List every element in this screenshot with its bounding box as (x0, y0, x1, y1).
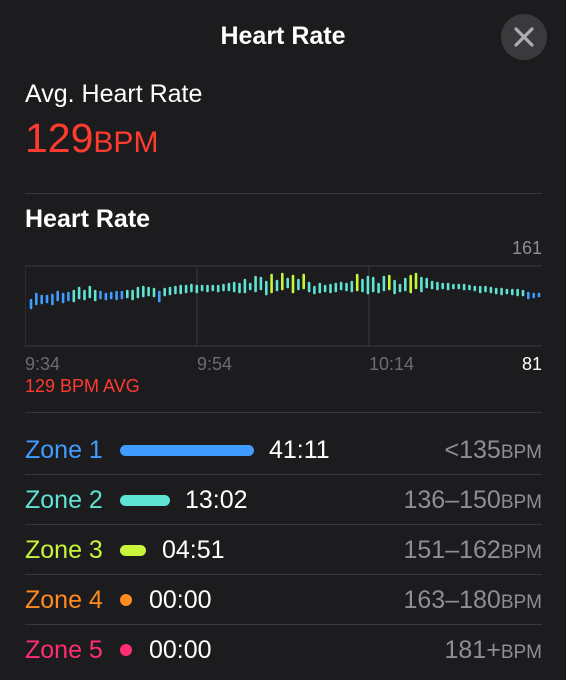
x-tick-2: 10:14 (369, 354, 414, 374)
zone-range-unit: BPM (500, 492, 542, 513)
y-max-label: 161 (512, 238, 542, 258)
row-divider (25, 524, 542, 525)
zone-bar (120, 495, 170, 506)
zone-dot (120, 644, 132, 656)
x-tick-1: 9:54 (197, 354, 232, 374)
zone-time: 41:11 (269, 436, 330, 464)
header: Heart Rate (0, 0, 566, 76)
zone-row-4: Zone 4 00:00 163–180BPM (25, 575, 542, 625)
zone-row-5: Zone 5 00:00 181+BPM (25, 625, 542, 675)
avg-heart-rate-value: 129BPM (25, 114, 158, 172)
zone-range-value: 151–162 (403, 536, 501, 564)
avg-heart-rate-label: Avg. Heart Rate (25, 80, 203, 108)
zone-bar (120, 545, 146, 556)
chart-divider (25, 412, 542, 413)
zone-name: Zone 4 (25, 586, 103, 614)
chart-bars (29, 272, 541, 310)
zone-range-value: 181+ (444, 636, 501, 664)
row-divider (25, 474, 542, 475)
zone-range-value: 136–150 (403, 486, 501, 514)
page-title: Heart Rate (220, 22, 346, 50)
row-divider (25, 624, 542, 625)
y-min-label: 81 (522, 354, 542, 374)
zone-name: Zone 1 (25, 436, 103, 464)
avg-heart-rate-unit: BPM (93, 126, 159, 159)
zone-row-3: Zone 3 04:51 151–162BPM (25, 525, 542, 575)
zone-range: <135BPM (445, 436, 543, 465)
zone-name: Zone 5 (25, 636, 103, 664)
zone-range-unit: BPM (500, 542, 542, 563)
zone-bar (120, 445, 254, 456)
close-button[interactable] (501, 14, 547, 60)
zone-time: 13:02 (185, 486, 248, 514)
heart-rate-chart: 161 81 9:34 9:54 10:14 (25, 238, 542, 374)
zone-range-unit: BPM (500, 642, 542, 663)
zone-range: 151–162BPM (403, 536, 542, 565)
zone-row-2: Zone 2 13:02 136–150BPM (25, 475, 542, 525)
zone-range-unit: BPM (500, 592, 542, 613)
avg-heart-rate-number: 129 (25, 115, 94, 161)
zone-name: Zone 3 (25, 536, 103, 564)
row-divider (25, 574, 542, 575)
zone-range-unit: BPM (500, 442, 542, 463)
x-tick-0: 9:34 (25, 354, 60, 374)
zone-name: Zone 2 (25, 486, 103, 514)
zone-range-value: <135 (444, 436, 501, 464)
zone-range: 136–150BPM (403, 486, 542, 515)
zone-time: 04:51 (162, 536, 225, 564)
zone-range: 181+BPM (445, 636, 543, 665)
zone-time: 00:00 (149, 636, 212, 664)
zone-row-1: Zone 1 41:11 <135BPM (25, 425, 542, 475)
chart-heading: Heart Rate (25, 205, 151, 233)
zone-dot (120, 594, 132, 606)
chart-avg-label: 129 BPM AVG (25, 376, 140, 396)
zone-time: 00:00 (149, 586, 212, 614)
zone-range: 163–180BPM (403, 586, 542, 615)
zone-range-value: 163–180 (403, 586, 501, 614)
section-divider (25, 193, 542, 194)
close-icon (514, 27, 534, 47)
